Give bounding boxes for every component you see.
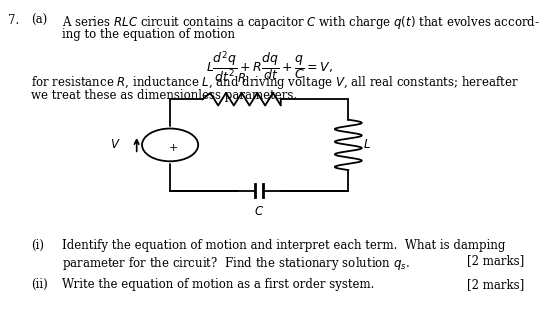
Text: Write the equation of motion as a first order system.: Write the equation of motion as a first … bbox=[62, 278, 374, 291]
Text: [2 marks]: [2 marks] bbox=[467, 255, 524, 267]
Text: $C$: $C$ bbox=[254, 205, 264, 218]
Text: $L$: $L$ bbox=[363, 138, 372, 152]
Text: Identify the equation of motion and interpret each term.  What is damping: Identify the equation of motion and inte… bbox=[62, 239, 505, 252]
Text: $V$: $V$ bbox=[110, 138, 120, 152]
Text: [2 marks]: [2 marks] bbox=[467, 278, 524, 291]
Text: (i): (i) bbox=[31, 239, 44, 252]
Text: (a): (a) bbox=[31, 14, 48, 27]
Text: ing to the equation of motion: ing to the equation of motion bbox=[62, 28, 235, 41]
Text: $+$: $+$ bbox=[168, 142, 178, 153]
Text: for resistance $R$, inductance $L$, and driving voltage $V$, all real constants;: for resistance $R$, inductance $L$, and … bbox=[31, 74, 519, 91]
Text: parameter for the circuit?  Find the stationary solution $q_s$.: parameter for the circuit? Find the stat… bbox=[62, 255, 410, 272]
Text: 7.: 7. bbox=[8, 14, 19, 27]
Text: $L\dfrac{d^2q}{dt^2} + R\dfrac{dq}{dt} + \dfrac{q}{C} = V,$: $L\dfrac{d^2q}{dt^2} + R\dfrac{dq}{dt} +… bbox=[206, 49, 334, 83]
Text: (ii): (ii) bbox=[31, 278, 48, 291]
Text: we treat these as dimensionless parameters.: we treat these as dimensionless paramete… bbox=[31, 89, 298, 102]
Text: A series $RLC$ circuit contains a capacitor $C$ with charge $q(t)$ that evolves : A series $RLC$ circuit contains a capaci… bbox=[62, 14, 540, 31]
Text: $R$: $R$ bbox=[237, 72, 246, 85]
